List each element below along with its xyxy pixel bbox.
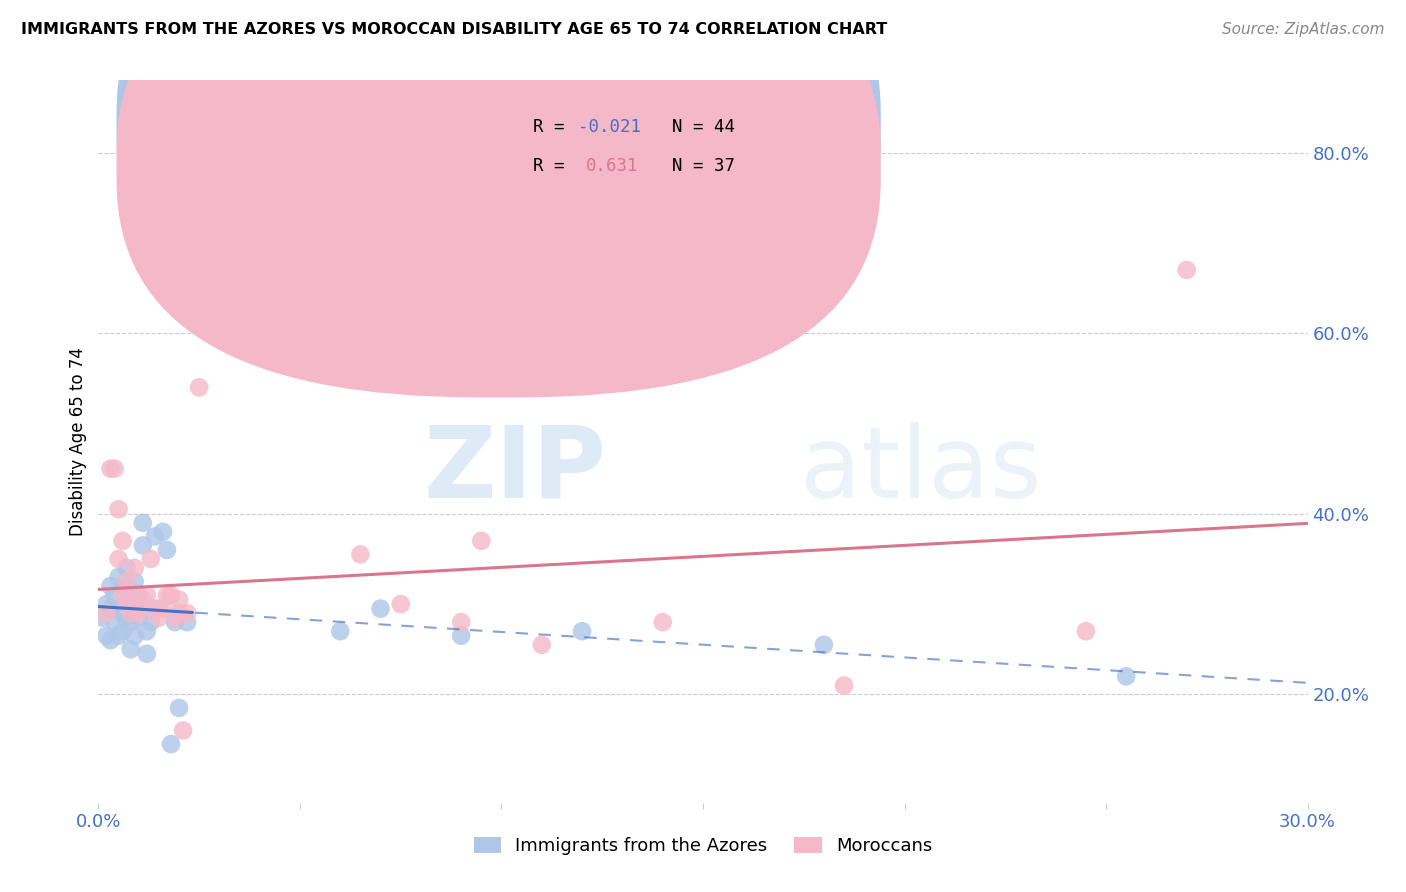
Point <box>135 588 157 602</box>
Y-axis label: Disability Age 65 to 74: Disability Age 65 to 74 <box>69 347 87 536</box>
Point <box>1175 263 1198 277</box>
Point <box>96 606 118 620</box>
FancyBboxPatch shape <box>117 0 880 359</box>
Point <box>115 561 138 575</box>
Point <box>132 592 155 607</box>
Point <box>160 737 183 751</box>
Point <box>188 380 211 394</box>
Point <box>450 615 472 630</box>
FancyBboxPatch shape <box>456 95 734 196</box>
Point <box>124 629 146 643</box>
Point <box>128 588 150 602</box>
Point <box>120 642 142 657</box>
Point <box>370 601 392 615</box>
Point <box>156 542 179 557</box>
Point <box>111 624 134 639</box>
Point <box>132 538 155 552</box>
Point <box>115 579 138 593</box>
Point <box>115 610 138 624</box>
Point <box>107 570 129 584</box>
Point <box>143 529 166 543</box>
FancyBboxPatch shape <box>117 0 880 398</box>
Point <box>176 606 198 620</box>
Text: atlas: atlas <box>800 422 1042 519</box>
Point <box>1115 669 1137 683</box>
Text: N = 37: N = 37 <box>651 156 735 175</box>
Point <box>148 610 170 624</box>
Text: R =: R = <box>533 156 585 175</box>
Point <box>651 615 673 630</box>
Point <box>107 601 129 615</box>
Point <box>103 615 125 630</box>
Point <box>103 461 125 475</box>
Point <box>571 624 593 639</box>
Point <box>143 601 166 615</box>
Point <box>1074 624 1097 639</box>
Point <box>349 548 371 562</box>
Point <box>163 615 186 630</box>
Point <box>100 601 122 615</box>
Point <box>832 678 855 692</box>
Point <box>139 552 162 566</box>
Point <box>124 601 146 615</box>
Point <box>120 615 142 630</box>
Point <box>124 588 146 602</box>
Point <box>156 588 179 602</box>
Text: IMMIGRANTS FROM THE AZORES VS MOROCCAN DISABILITY AGE 65 TO 74 CORRELATION CHART: IMMIGRANTS FROM THE AZORES VS MOROCCAN D… <box>21 22 887 37</box>
Point <box>120 606 142 620</box>
Point <box>167 701 190 715</box>
Text: Source: ZipAtlas.com: Source: ZipAtlas.com <box>1222 22 1385 37</box>
Point <box>389 597 412 611</box>
Point <box>152 601 174 615</box>
Point <box>163 610 186 624</box>
Point <box>111 606 134 620</box>
Point <box>124 574 146 589</box>
Point <box>139 615 162 630</box>
Point <box>128 606 150 620</box>
Point <box>107 502 129 516</box>
Point <box>100 633 122 648</box>
Point <box>148 601 170 615</box>
Point <box>470 533 492 548</box>
Point <box>160 588 183 602</box>
Point <box>107 552 129 566</box>
Text: ZIP: ZIP <box>423 422 606 519</box>
Point <box>152 524 174 539</box>
Point <box>96 629 118 643</box>
Legend: Immigrants from the Azores, Moroccans: Immigrants from the Azores, Moroccans <box>467 830 939 863</box>
Point <box>167 592 190 607</box>
Point <box>450 629 472 643</box>
Point <box>103 588 125 602</box>
Point <box>96 597 118 611</box>
Point <box>111 583 134 598</box>
Point <box>124 561 146 575</box>
Point <box>128 610 150 624</box>
Point <box>111 588 134 602</box>
Text: 0.631: 0.631 <box>586 156 638 175</box>
Text: R =: R = <box>533 118 575 136</box>
Point <box>100 579 122 593</box>
Point <box>100 461 122 475</box>
Point <box>132 516 155 530</box>
Point <box>107 629 129 643</box>
Text: N = 44: N = 44 <box>651 118 735 136</box>
Point <box>120 592 142 607</box>
Point <box>135 624 157 639</box>
Point <box>329 624 352 639</box>
Point <box>167 606 190 620</box>
Point <box>132 601 155 615</box>
Text: -0.021: -0.021 <box>578 118 641 136</box>
Point <box>91 610 114 624</box>
Point <box>172 723 194 738</box>
Point <box>813 638 835 652</box>
Point <box>530 638 553 652</box>
Point <box>115 597 138 611</box>
Point <box>135 647 157 661</box>
Point <box>115 574 138 589</box>
Point <box>111 533 134 548</box>
Point <box>176 615 198 630</box>
